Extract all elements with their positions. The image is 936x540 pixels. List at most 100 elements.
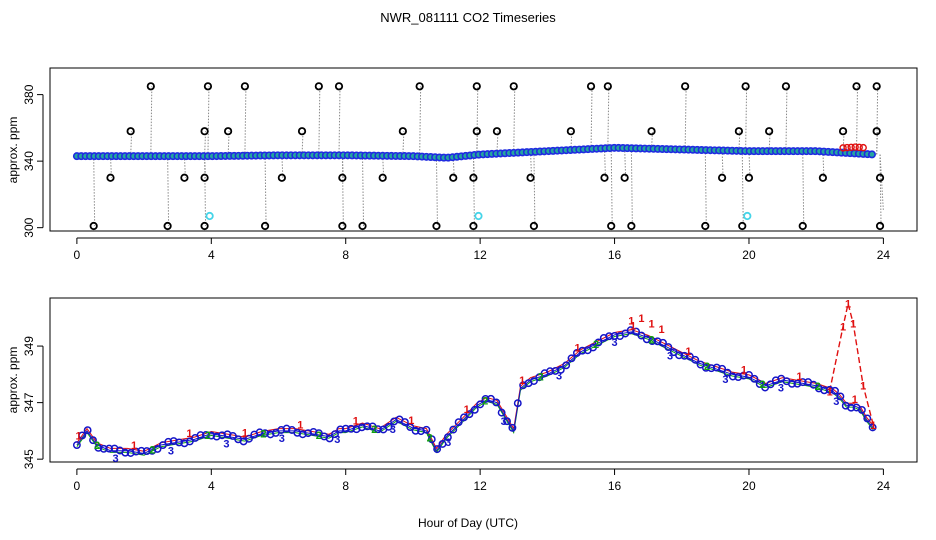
bottom-data-point <box>325 434 334 443</box>
bottom-series-1-label: 1 <box>870 420 876 432</box>
bottom-data-point <box>836 392 845 401</box>
bottom-data-point <box>476 400 485 409</box>
bottom-data-point <box>137 446 146 455</box>
bottom-data-point <box>83 426 92 435</box>
top-spike-marker <box>875 173 885 182</box>
bottom-data-point <box>255 428 264 437</box>
top-spike-marker <box>89 221 98 231</box>
top-red-point <box>839 144 847 152</box>
bottom-data-point <box>298 430 307 439</box>
top-spike-marker <box>200 221 209 231</box>
bottom-data-point <box>175 438 183 447</box>
top-spike-marker <box>701 221 710 231</box>
top-spike-marker <box>781 82 791 91</box>
bottom-x-tick-label: 4 <box>208 479 215 493</box>
bottom-x-tick-label: 20 <box>742 479 756 493</box>
bottom-data-point <box>454 418 463 427</box>
top-spike-marker <box>224 127 233 136</box>
top-spike-marker <box>358 221 367 231</box>
bottom-data-point <box>433 445 442 454</box>
bottom-series-3-label: 3 <box>501 416 507 428</box>
bottom-x-tick-label: 16 <box>608 479 622 493</box>
bottom-series-1-label: 1 <box>741 364 747 376</box>
bottom-series-1-label: 1 <box>845 299 851 311</box>
bottom-data-point <box>492 398 501 407</box>
bottom-x-tick-label: 24 <box>877 479 891 493</box>
top-spike-trace <box>476 86 479 155</box>
top-x-tick-label: 20 <box>742 248 756 262</box>
bottom-x-tick-label: 0 <box>74 479 81 493</box>
bottom-series-3-label: 3 <box>445 437 451 449</box>
bottom-data-point <box>648 337 657 346</box>
bottom-series-1-label: 1 <box>850 318 856 330</box>
top-spike-trace <box>684 86 687 150</box>
bottom-series-1-label: 1 <box>840 321 846 333</box>
bottom-series-3-label: 3 <box>722 374 728 386</box>
bottom-series-2-label: 2 <box>316 430 322 442</box>
bottom-data-point <box>589 343 598 352</box>
bottom-data-point <box>207 431 216 440</box>
bottom-data-point <box>309 427 318 436</box>
top-spike-trace <box>207 86 210 157</box>
bottom-data-point <box>363 422 372 431</box>
bottom-data-point <box>347 424 356 433</box>
top-spike-marker <box>717 173 727 182</box>
bottom-data-point <box>707 364 716 373</box>
top-x-tick-label: 0 <box>74 248 81 262</box>
top-spike-trace <box>822 151 825 178</box>
bottom-series-1-label: 1 <box>464 404 470 416</box>
bottom-data-point <box>142 447 151 455</box>
top-spike-trace <box>93 156 96 227</box>
bottom-data-point <box>868 423 877 432</box>
bottom-series-2-label: 2 <box>538 372 544 384</box>
bottom-data-point <box>341 424 350 433</box>
bottom-data-point <box>201 431 210 439</box>
top-spike-marker <box>875 221 885 231</box>
top-spike-marker <box>818 173 828 182</box>
top-spike-marker <box>603 82 612 91</box>
bottom-series-3-label: 3 <box>667 351 673 363</box>
top-spike-trace <box>204 131 207 157</box>
bottom-data-point <box>766 380 775 389</box>
bottom-data-point <box>825 385 834 394</box>
top-spike-marker <box>146 82 155 91</box>
top-spike-marker <box>838 127 848 136</box>
top-spike-trace <box>435 157 438 227</box>
bottom-data-point <box>470 405 479 414</box>
top-spike-trace <box>419 86 422 157</box>
top-spike-trace <box>472 155 475 227</box>
top-spike-marker <box>765 127 774 136</box>
bottom-data-point <box>89 436 97 445</box>
bottom-series-2-label: 2 <box>482 396 488 408</box>
bottom-data-point <box>567 354 576 363</box>
top-spike-trace <box>530 151 533 178</box>
top-cal-marker <box>743 211 752 221</box>
bottom-data-point <box>605 332 614 341</box>
bottom-data-point <box>72 441 81 449</box>
bottom-data-point <box>449 425 458 434</box>
top-x-tick-label: 16 <box>608 248 622 262</box>
bottom-data-point <box>556 365 565 374</box>
bottom-data-point <box>304 429 313 438</box>
top-spike-marker <box>338 173 347 182</box>
top-spike-marker <box>852 82 861 91</box>
bottom-data-point <box>632 327 641 336</box>
bottom-x-tick-label: 8 <box>342 479 349 493</box>
bottom-series-1-label: 1 <box>827 386 833 398</box>
top-x-tick-label: 8 <box>342 248 349 262</box>
bottom-y-tick-label: 345 <box>22 449 36 469</box>
bottom-data-point <box>562 361 571 370</box>
top-red-point <box>851 143 859 151</box>
top-spike-marker <box>734 127 743 136</box>
bottom-data-point <box>443 433 452 442</box>
top-spike-marker <box>200 127 209 136</box>
top-x-tick-label: 4 <box>208 248 215 262</box>
bottom-data-point <box>497 408 506 417</box>
bottom-data-point <box>244 434 253 443</box>
bottom-series-2-label: 2 <box>704 361 710 373</box>
bottom-data-point <box>637 331 646 340</box>
bottom-data-point <box>153 444 162 453</box>
bottom-series-1-label: 1 <box>630 320 636 332</box>
bottom-data-point <box>357 423 366 432</box>
